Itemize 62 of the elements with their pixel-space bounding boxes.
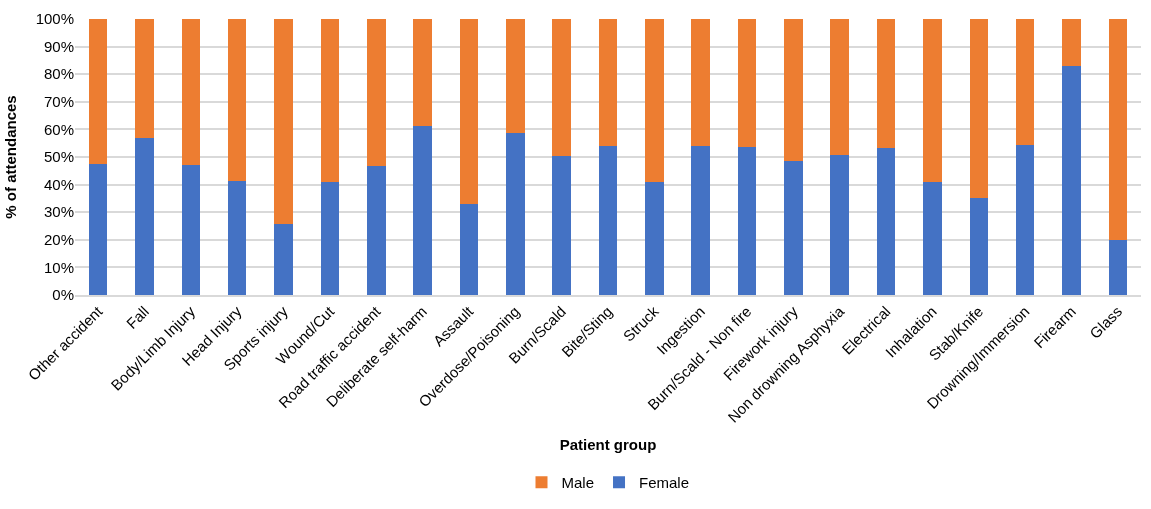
legend-label: Female (639, 474, 690, 492)
bar (181, 19, 201, 165)
bar (691, 19, 710, 146)
y-tick-label: 80% (43, 65, 74, 83)
bar (366, 166, 386, 295)
bar (876, 19, 896, 149)
bar (506, 132, 525, 295)
bar (1108, 19, 1128, 241)
bar (135, 19, 154, 138)
bar (645, 19, 664, 182)
y-tick-label: 30% (43, 203, 74, 221)
bar (598, 19, 618, 146)
y-tick-label: 70% (43, 93, 74, 111)
bar (459, 203, 479, 295)
bar (459, 19, 479, 204)
bar (1062, 65, 1081, 295)
bar (413, 19, 432, 127)
bar (969, 19, 989, 198)
bar (830, 155, 850, 295)
bar (552, 156, 571, 295)
bar (552, 19, 571, 157)
bar (227, 19, 247, 181)
bar (181, 165, 201, 295)
bar (1015, 19, 1035, 146)
y-tick-label: 0% (52, 286, 74, 304)
bar (784, 19, 803, 162)
y-tick-label: 90% (43, 37, 74, 55)
bar (274, 19, 293, 224)
bar (1062, 19, 1081, 66)
y-tick-label: 10% (43, 258, 74, 276)
bar (506, 19, 525, 133)
bar (1108, 240, 1128, 295)
bar (227, 180, 247, 295)
bar (645, 181, 664, 295)
bar (366, 19, 386, 167)
x-axis-title: Patient group (559, 436, 657, 454)
y-tick-label: 40% (43, 175, 74, 193)
bar (784, 161, 803, 295)
y-tick-label: 20% (43, 231, 74, 249)
bar (737, 147, 757, 295)
bar (691, 145, 710, 295)
bar (135, 137, 154, 295)
bar (413, 126, 432, 295)
bar (923, 19, 942, 182)
bar (737, 19, 757, 148)
bar (88, 163, 108, 295)
bar (830, 19, 850, 156)
bar (969, 197, 989, 295)
legend-label: Male (561, 474, 595, 492)
y-tick-label: 60% (43, 120, 74, 138)
bar (88, 19, 108, 164)
bar (598, 145, 618, 295)
y-axis-title: % of attendances (1, 95, 19, 219)
bar (876, 148, 896, 295)
bar (320, 19, 340, 182)
bar (1015, 145, 1035, 295)
bar (320, 181, 340, 295)
y-tick-label: 100% (35, 10, 74, 28)
x-tick-label: Fall (122, 302, 152, 332)
y-tick-label: 50% (43, 148, 74, 166)
bar (923, 181, 942, 295)
bar (274, 223, 293, 295)
